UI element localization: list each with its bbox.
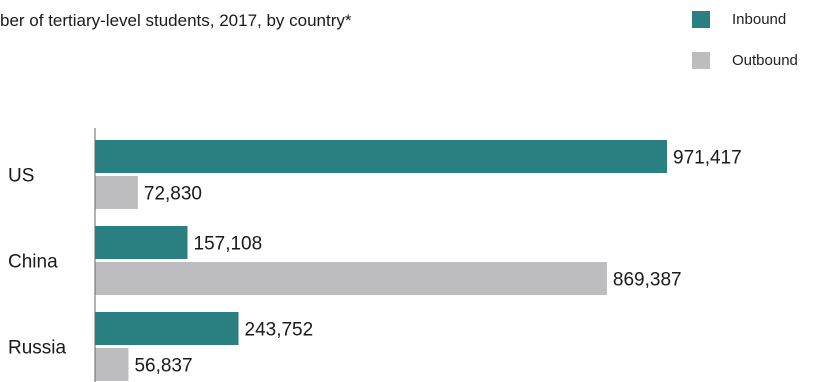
data-label-russia-outbound: 56,837: [134, 356, 192, 377]
category-label-china: China: [8, 252, 58, 273]
bar-us-outbound: [95, 176, 138, 209]
legend-label-outbound: Outbound: [732, 52, 798, 69]
data-label-us-inbound: 971,417: [673, 148, 742, 169]
legend-label-inbound: Inbound: [732, 11, 787, 28]
chart-title: ber of tertiary-level students, 2017, by…: [0, 11, 352, 30]
data-label-china-inbound: 157,108: [194, 234, 263, 255]
category-label-russia: Russia: [8, 338, 67, 359]
data-label-us-outbound: 72,830: [144, 184, 202, 205]
legend-item-inbound: Inbound: [692, 11, 786, 28]
bar-china-outbound: [95, 262, 607, 295]
legend-swatch-outbound: [692, 52, 710, 69]
legend-item-outbound: Outbound: [692, 52, 798, 69]
legend-swatch-inbound: [692, 11, 710, 28]
bar-china-inbound: [95, 226, 188, 259]
data-label-russia-inbound: 243,752: [245, 320, 314, 341]
bar-russia-inbound: [95, 312, 239, 345]
category-label-us: US: [8, 166, 34, 187]
bar-russia-outbound: [95, 348, 129, 381]
data-label-china-outbound: 869,387: [613, 270, 682, 291]
bar-us-inbound: [95, 140, 667, 173]
